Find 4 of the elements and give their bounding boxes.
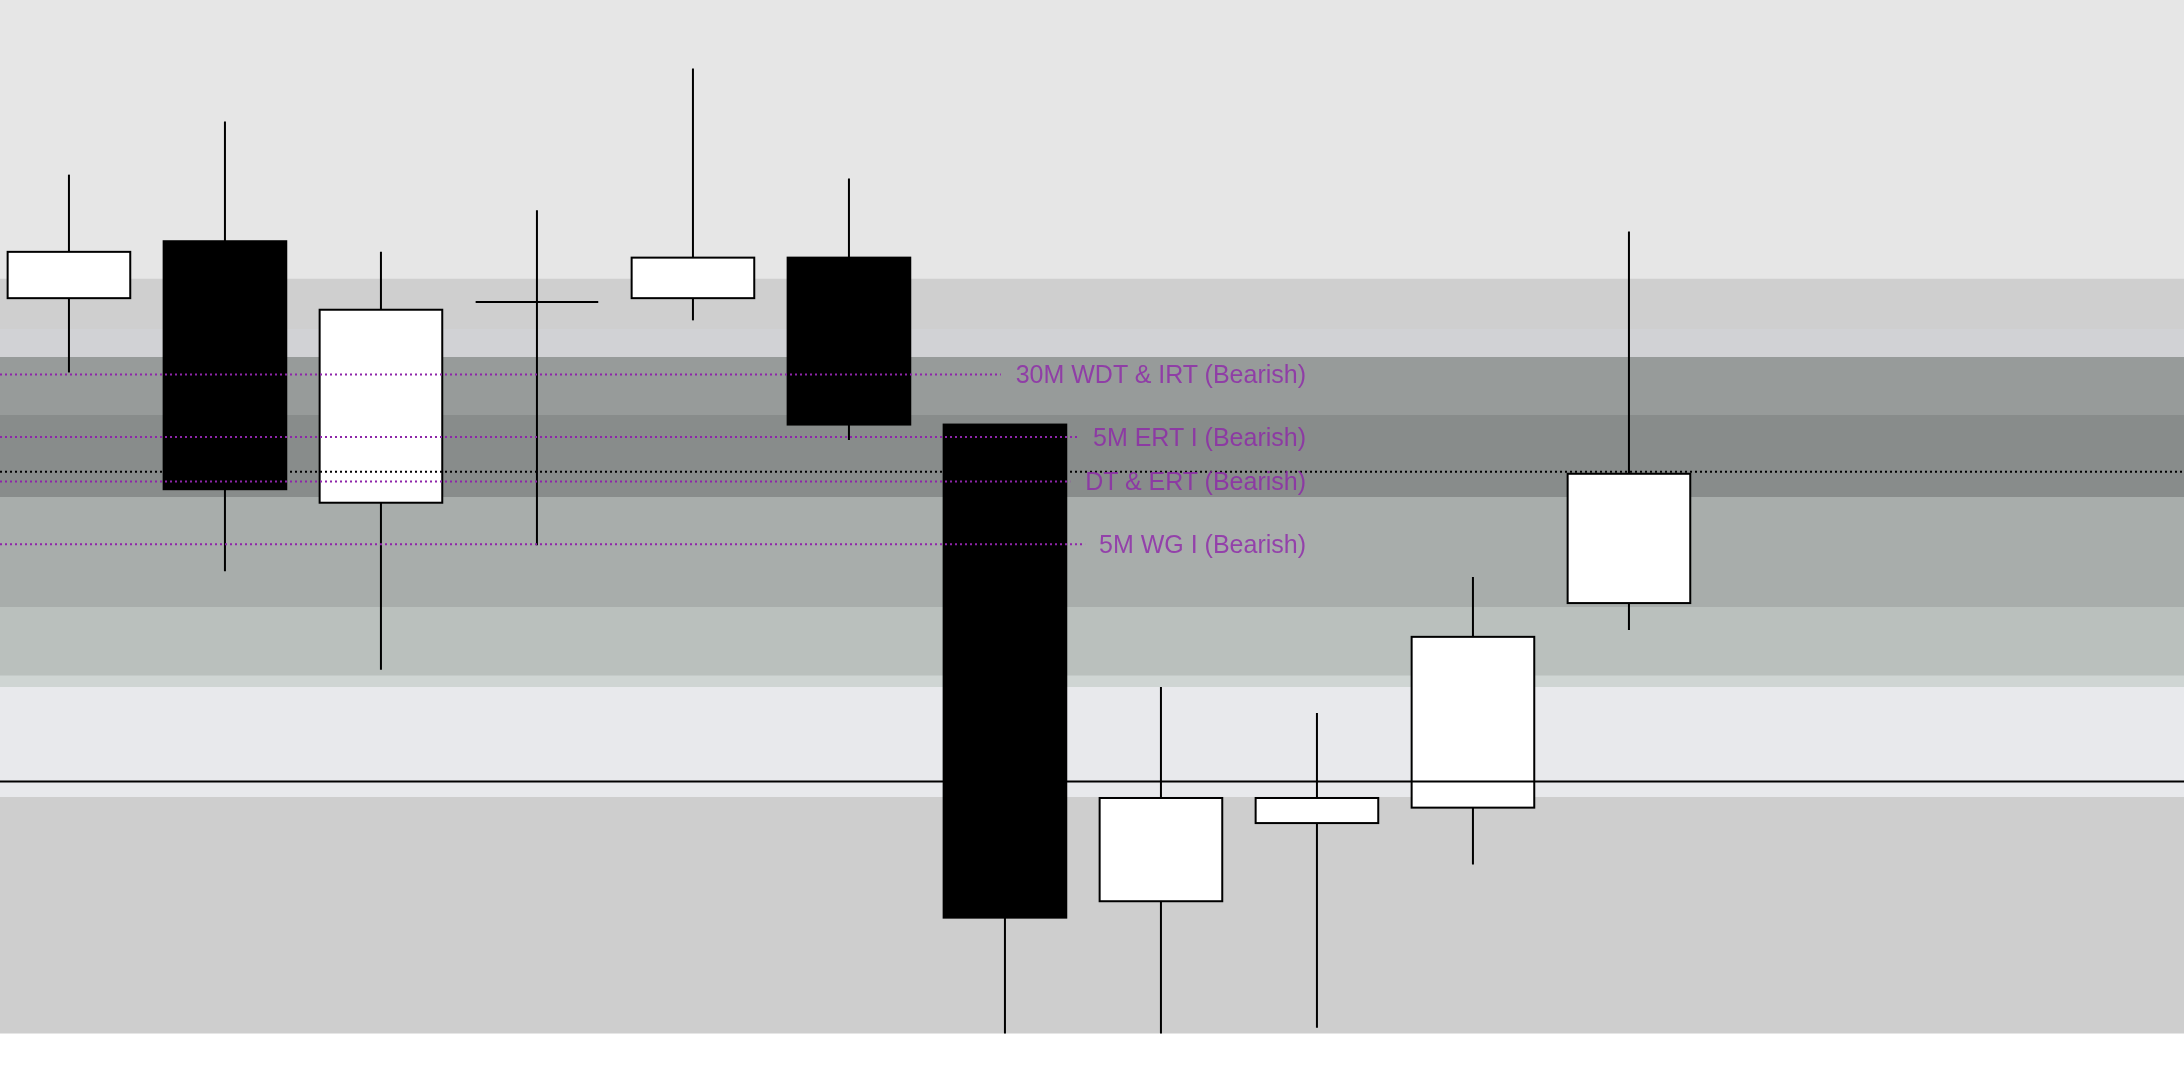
ref-line-label: 5M WG I (Bearish) <box>1099 529 1307 559</box>
ref-line-label: 5M ERT I (Bearish) <box>1093 422 1307 452</box>
ref-line-label: 30M WDT & IRT (Bearish) <box>1015 360 1307 389</box>
ref-line-label: DT & ERT (Bearish) <box>1085 467 1307 496</box>
